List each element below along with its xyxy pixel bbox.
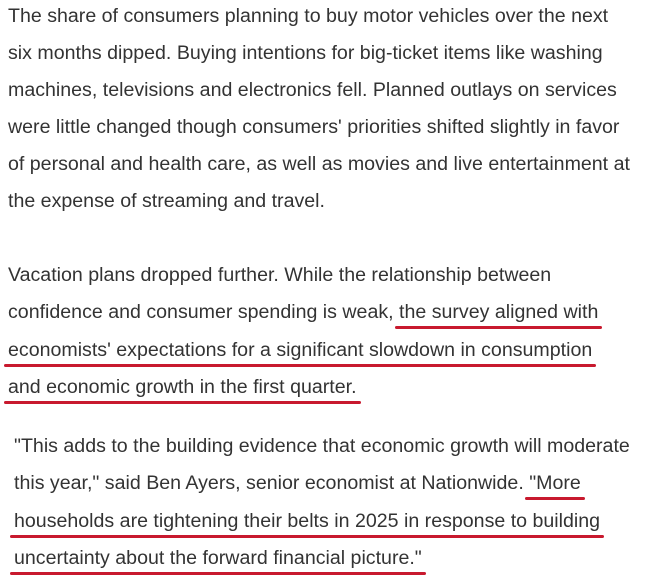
text-line: six months dipped. Buying intentions for… (8, 41, 603, 65)
underlined-highlight: households are tightening their belts in… (14, 510, 601, 532)
text-line: the expense of streaming and travel. (8, 189, 325, 213)
text-line: economists' expectations for a significa… (8, 338, 592, 362)
text-line: of personal and health care, as well as … (8, 152, 630, 176)
line-text: six months dipped. Buying intentions for… (8, 42, 603, 64)
text-line: this year," said Ben Ayers, senior econo… (14, 471, 581, 495)
line-text: The share of consumers planning to buy m… (8, 5, 609, 27)
line-text: of personal and health care, as well as … (8, 153, 630, 175)
text-line: machines, televisions and electronics fe… (8, 78, 617, 102)
text-line: and economic growth in the first quarter… (8, 375, 357, 399)
text-line: households are tightening their belts in… (14, 509, 600, 533)
underlined-highlight: uncertainty about the forward financial … (14, 547, 422, 569)
line-text: machines, televisions and electronics fe… (8, 79, 617, 101)
line-text: the expense of streaming and travel. (8, 190, 325, 212)
underlined-highlight: the survey aligned with (399, 301, 599, 323)
underlined-highlight: economists' expectations for a significa… (8, 339, 593, 361)
underlined-highlight: and economic growth in the first quarter… (8, 376, 357, 398)
line-text: this year," said Ben Ayers, senior econo… (14, 472, 530, 494)
text-line: confidence and consumer spending is weak… (8, 300, 598, 324)
text-line: Vacation plans dropped further. While th… (8, 263, 551, 287)
text-line: The share of consumers planning to buy m… (8, 4, 608, 28)
underlined-highlight: "More (529, 472, 581, 494)
line-text: were little changed though consumers' pr… (8, 116, 620, 138)
line-text: confidence and consumer spending is weak… (8, 301, 400, 323)
line-text: "This adds to the building evidence that… (14, 435, 630, 457)
line-text: Vacation plans dropped further. While th… (8, 264, 552, 286)
text-line: uncertainty about the forward financial … (14, 546, 422, 570)
text-line: were little changed though consumers' pr… (8, 115, 619, 139)
text-line: "This adds to the building evidence that… (14, 434, 630, 458)
